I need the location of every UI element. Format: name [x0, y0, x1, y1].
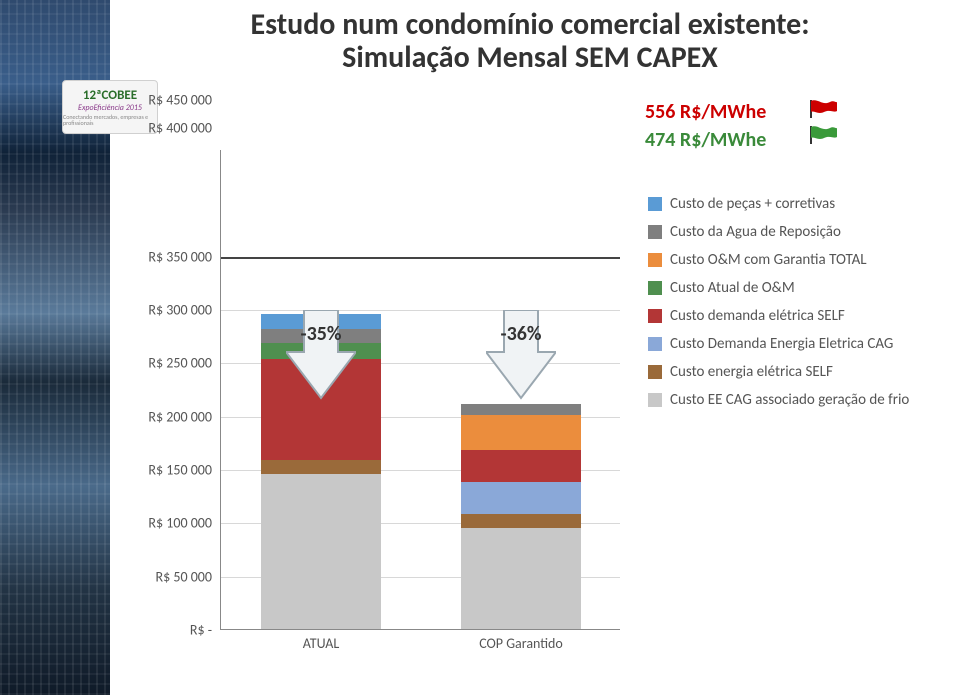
delta-arrow: -36%	[486, 310, 556, 400]
bar-segment	[261, 460, 381, 474]
legend-label: Custo EE CAG associado geração de frio	[670, 391, 909, 409]
legend-label: Custo O&M com Garantia TOTAL	[670, 251, 867, 269]
legend-item: Custo EE CAG associado geração de frio	[648, 391, 948, 409]
legend-swatch	[648, 253, 662, 267]
legend-swatch	[648, 365, 662, 379]
gridline	[221, 310, 620, 311]
chart-legend: Custo de peças + corretivas Custo da Agua…	[648, 195, 948, 419]
y-tick-label: R$ 150 000	[130, 462, 212, 479]
legend-swatch	[648, 197, 662, 211]
legend-label: Custo Atual de O&M	[670, 279, 795, 297]
title-line-1: Estudo num condomínio comercial existent…	[250, 6, 809, 43]
legend-item: Custo Demanda Energia Eletrica CAG	[648, 335, 948, 353]
legend-label: Custo da Agua de Reposição	[670, 223, 841, 241]
y-tick-label: R$ 100 000	[130, 515, 212, 532]
flag-green-icon	[810, 126, 838, 144]
stacked-bar	[461, 404, 581, 629]
x-tick-label: COP Garantido	[479, 629, 563, 652]
x-tick-label: ATUAL	[303, 629, 340, 652]
cobee-title: 12ªCOBEE	[83, 89, 137, 102]
legend-swatch	[648, 337, 662, 351]
delta-label: -36%	[486, 322, 556, 346]
bar-segment	[461, 404, 581, 415]
legend-label: Custo demanda elétrica SELF	[670, 307, 845, 325]
legend-item: Custo energia elétrica SELF	[648, 363, 948, 381]
y-tick-label: R$ 450 000	[130, 92, 212, 109]
delta-arrow: -35%	[286, 310, 356, 400]
delta-label: -35%	[286, 322, 356, 346]
legend-item: Custo de peças + corretivas	[648, 195, 948, 213]
legend-swatch	[648, 393, 662, 407]
bar-segment	[461, 450, 581, 482]
y-tick-label: R$ 300 000	[130, 302, 212, 319]
price-green: 474 R$/MWhe	[645, 128, 766, 152]
legend-label: Custo Demanda Energia Eletrica CAG	[670, 335, 893, 353]
title-line-2: Simulação Mensal SEM CAPEX	[342, 39, 718, 76]
y-tick-label: R$ 50 000	[130, 568, 212, 585]
legend-swatch	[648, 281, 662, 295]
legend-swatch	[648, 309, 662, 323]
chart-plot: ATUALCOP Garantido-35%-36%	[220, 150, 620, 630]
legend-item: Custo Atual de O&M	[648, 279, 948, 297]
legend-item: Custo O&M com Garantia TOTAL	[648, 251, 948, 269]
slide-title: Estudo num condomínio comercial existent…	[120, 8, 940, 74]
price-red: 556 R$/MWhe	[645, 100, 766, 124]
bar-segment	[461, 528, 581, 629]
y-axis: R$ - R$ 50 000 R$ 100 000 R$ 150 000 R$ 200 …	[130, 150, 220, 650]
y-tick-label: R$ 400 000	[130, 120, 212, 137]
bar-segment	[461, 415, 581, 450]
reference-line	[221, 257, 620, 259]
legend-item: Custo da Agua de Reposição	[648, 223, 948, 241]
legend-item: Custo demanda elétrica SELF	[648, 307, 948, 325]
bar-segment	[461, 482, 581, 514]
legend-swatch	[648, 225, 662, 239]
legend-label: Custo de peças + corretivas	[670, 195, 835, 213]
bar-segment	[261, 474, 381, 629]
bar-segment	[461, 514, 581, 528]
y-tick-label: R$ 350 000	[130, 248, 212, 265]
flag-red-icon	[810, 100, 838, 118]
y-tick-label: R$ 200 000	[130, 408, 212, 425]
legend-label: Custo energia elétrica SELF	[670, 363, 833, 381]
y-tick-label: R$ 250 000	[130, 355, 212, 372]
y-tick-label: R$ -	[130, 622, 212, 639]
